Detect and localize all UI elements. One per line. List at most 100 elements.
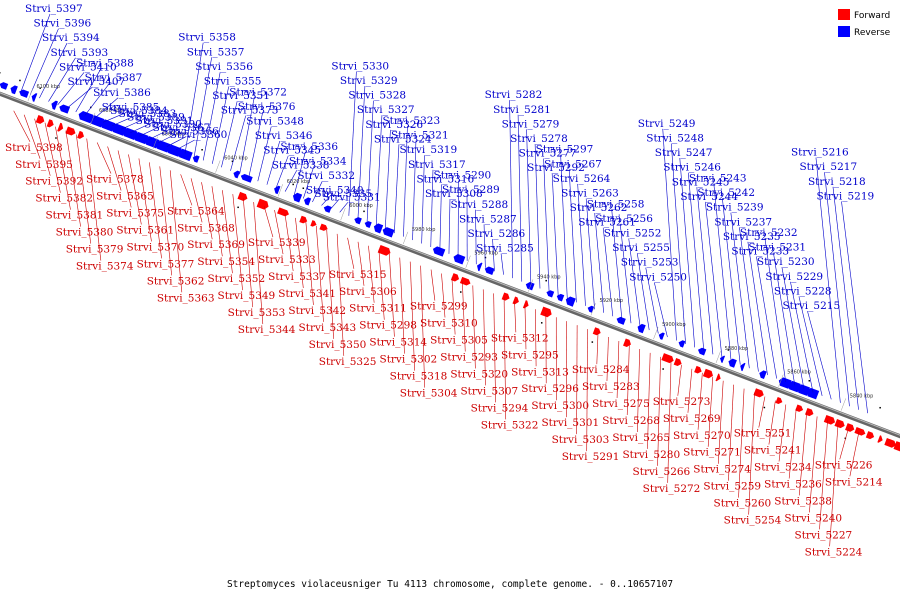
leader-line [798, 296, 823, 396]
reverse-gene-label: Strvi_5396 [34, 18, 92, 30]
minor-feature [727, 349, 730, 351]
leader-line [39, 43, 68, 99]
gene-feature [10, 85, 18, 95]
leader-line [619, 223, 632, 324]
scale-tick [528, 279, 534, 292]
leader-line [293, 151, 306, 196]
map-caption: Streptomyces violaceusniger Tu 4113 chro… [227, 579, 673, 590]
gene-feature [35, 115, 45, 124]
leader-line [315, 225, 324, 322]
leader-line [295, 217, 304, 288]
reverse-gene-label: Strvi_5385 [102, 101, 160, 113]
scale-tick-label: 6100 kbp [36, 84, 60, 90]
gene-feature [89, 115, 105, 128]
gene-feature [740, 362, 746, 372]
gene-feature [678, 340, 686, 348]
gene-feature [512, 296, 519, 305]
reverse-gene-label: Strvi_5331 [323, 191, 381, 203]
gene-feature [364, 221, 372, 229]
gene-feature [155, 140, 171, 153]
leader-line [312, 180, 323, 203]
reverse-gene-label: Strvi_5258 [587, 198, 645, 210]
leader-line [611, 209, 623, 320]
leader-line [389, 253, 395, 337]
gene-feature [78, 110, 94, 124]
leader-line [121, 118, 144, 130]
leader-line [841, 201, 868, 414]
reverse-gene-label: Strvi_5360 [170, 129, 228, 141]
scale-tick [277, 184, 283, 197]
minor-feature [292, 183, 294, 186]
forward-gene-label: Strvi_5295 [501, 349, 559, 361]
gene-feature [823, 414, 836, 425]
gene-feature [192, 155, 200, 163]
leader-line [798, 412, 807, 496]
gene-feature [323, 205, 332, 213]
minor-feature [363, 210, 365, 213]
leader-line [626, 344, 630, 415]
leader-line [628, 238, 641, 327]
leader-line [829, 424, 839, 547]
reverse-gene-label: Strvi_5332 [297, 170, 355, 182]
reverse-gene-label: Strvi_5255 [612, 242, 670, 254]
gene-feature [877, 435, 883, 443]
leader-line [819, 420, 828, 530]
leader-line [284, 213, 294, 272]
leader-line [493, 293, 496, 403]
forward-gene-label: Strvi_5234 [754, 462, 812, 474]
leader-line [849, 432, 860, 477]
leader-line [211, 186, 223, 257]
leader-line [107, 146, 122, 191]
gene-feature [795, 404, 804, 412]
forward-gene-label: Strvi_5377 [137, 258, 195, 270]
leader-line [166, 136, 187, 147]
gene-feature [845, 423, 855, 432]
reverse-gene-label: Strvi_5230 [757, 256, 815, 268]
forward-gene-label: Strvi_5300 [531, 400, 589, 412]
leader-line [222, 190, 233, 274]
gene-feature [759, 370, 767, 380]
forward-gene-label: Strvi_5364 [167, 205, 225, 217]
leader-line [48, 57, 76, 102]
leader-line [321, 195, 332, 206]
leader-line [524, 305, 527, 350]
minor-feature [545, 279, 547, 282]
reverse-gene-label: Strvi_5290 [434, 170, 492, 182]
scale-tick-label: 5880 kbp [725, 346, 749, 352]
gene-feature [546, 290, 555, 298]
gene-feature [319, 223, 328, 231]
reverse-gene-label: Strvi_5367 [153, 122, 211, 134]
leader-line [717, 380, 724, 464]
scale-tick [402, 231, 409, 245]
leader-line [585, 198, 595, 310]
forward-gene-label: Strvi_5273 [653, 396, 711, 408]
leader-line [809, 416, 818, 513]
reverse-gene-label: Strvi_5253 [621, 257, 679, 269]
reverse-gene-label: Strvi_5387 [85, 72, 143, 84]
leader-line [535, 309, 537, 367]
gene-feature [65, 126, 76, 136]
leader-line [57, 72, 85, 106]
leader-line [697, 372, 703, 430]
forward-gene-label: Strvi_5304 [400, 388, 458, 400]
reverse-gene-label: Strvi_5383 [119, 108, 177, 120]
gene-feature [893, 441, 900, 453]
legend-reverse-swatch [838, 26, 850, 37]
gene-feature [432, 246, 446, 257]
forward-gene-label: Strvi_5312 [491, 332, 549, 344]
forward-gene-label: Strvi_5259 [703, 481, 761, 493]
leader-line [768, 400, 776, 445]
gene-feature [805, 407, 814, 417]
gene-feature [637, 323, 646, 334]
forward-gene-label: Strvi_5236 [764, 478, 822, 490]
leader-line [839, 428, 849, 460]
leader-line [221, 101, 238, 168]
forward-gene-label: Strvi_5341 [278, 288, 336, 300]
leader-line [157, 132, 178, 144]
forward-gene-label: Strvi_5310 [420, 318, 478, 330]
forward-gene-label: Strvi_5268 [602, 415, 660, 427]
leader-line [266, 141, 281, 185]
leader-line [212, 86, 230, 164]
minor-feature [879, 406, 881, 409]
leader-line [412, 140, 417, 241]
